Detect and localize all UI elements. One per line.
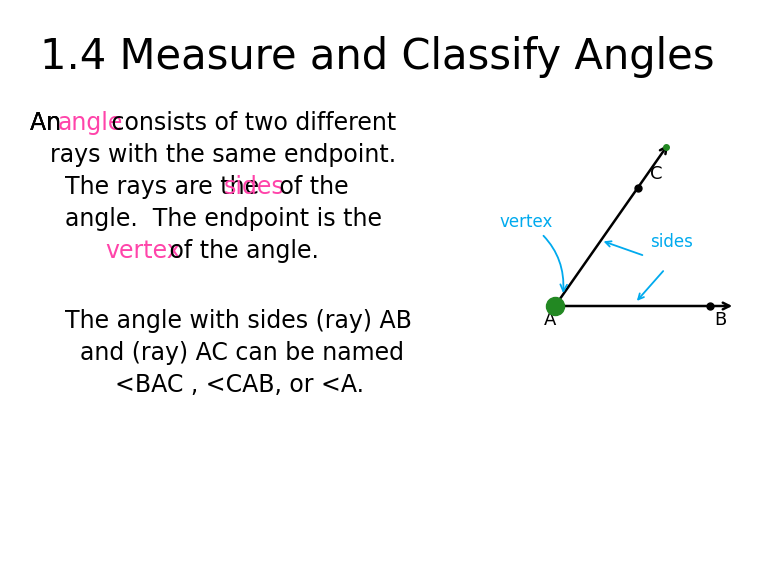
Text: of the angle.: of the angle. [162, 239, 319, 263]
Text: A: A [544, 311, 556, 329]
Text: <BAC , <CAB, or <A.: <BAC , <CAB, or <A. [115, 373, 364, 397]
Text: angle: angle [58, 111, 124, 135]
Text: consists of two different: consists of two different [104, 111, 396, 135]
Text: The rays are the: The rays are the [65, 175, 266, 199]
Text: angle.  The endpoint is the: angle. The endpoint is the [65, 207, 382, 231]
Text: An: An [30, 111, 68, 135]
Text: B: B [714, 311, 726, 329]
Text: C: C [650, 165, 662, 183]
Text: of the: of the [272, 175, 349, 199]
Text: rays with the same endpoint.: rays with the same endpoint. [50, 143, 396, 167]
Text: An: An [30, 111, 68, 135]
Text: An: An [30, 111, 68, 135]
Text: and (ray) AC can be named: and (ray) AC can be named [80, 341, 404, 365]
Text: 1.4 Measure and Classify Angles: 1.4 Measure and Classify Angles [40, 36, 714, 78]
Text: vertex: vertex [500, 213, 567, 291]
Text: sides: sides [224, 175, 285, 199]
Text: vertex: vertex [105, 239, 180, 263]
Text: sides: sides [650, 233, 693, 251]
Text: The angle with sides (ray) AB: The angle with sides (ray) AB [65, 309, 412, 333]
